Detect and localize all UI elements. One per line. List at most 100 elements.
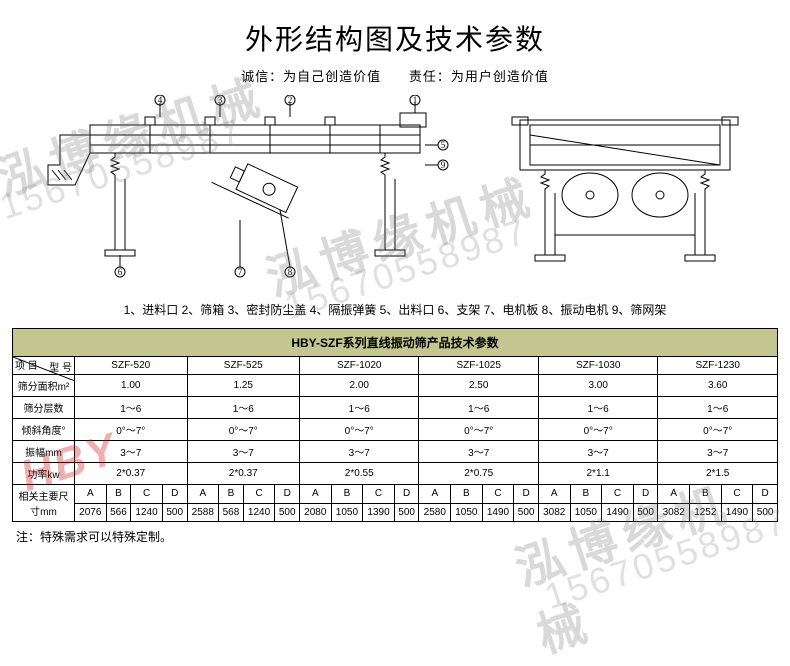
dim-subcol: B [451, 485, 483, 504]
callout-num: 3 [218, 95, 223, 105]
spec-cell: 1～6 [538, 397, 657, 419]
dim-cell: 1050 [451, 503, 483, 522]
model-col: SZF-1025 [419, 357, 538, 375]
table-title: HBY-SZF系列直线振动筛产品技术参数 [13, 329, 778, 357]
row-label: 振幅mm [13, 441, 75, 463]
dim-cell: 500 [162, 503, 187, 522]
dim-subcol: B [570, 485, 602, 504]
dim-cell: 1050 [331, 503, 363, 522]
dim-cell: 1050 [570, 503, 602, 522]
footnote: 注：特殊需求可以特殊定制。 [16, 528, 790, 545]
dim-cell: 500 [633, 503, 658, 522]
dim-cell: 2588 [187, 503, 219, 522]
row-label: 倾斜角度° [13, 419, 75, 441]
dim-subcol: D [753, 485, 778, 504]
callout-num: 5 [441, 140, 446, 150]
dim-subcol: A [658, 485, 690, 504]
spec-cell: 2*0.37 [75, 463, 188, 485]
diagram-side-view: 4 3 2 1 5 9 6 7 8 [30, 95, 460, 285]
model-col: SZF-1020 [300, 357, 419, 375]
dim-subcol: B [219, 485, 244, 504]
spec-cell: 3～7 [187, 441, 300, 463]
dim-subcol: A [75, 485, 107, 504]
spec-cell: 2*1.1 [538, 463, 657, 485]
diagram-end-view [490, 95, 760, 285]
dim-cell: 2080 [300, 503, 332, 522]
dim-cell: 566 [106, 503, 131, 522]
spec-cell: 3.60 [658, 375, 778, 397]
spec-cell: 2.00 [300, 375, 419, 397]
dim-subcol: D [394, 485, 419, 504]
dim-subcol: C [131, 485, 163, 504]
spec-cell: 0°～7° [300, 419, 419, 441]
callout-num: 9 [441, 160, 446, 170]
spec-cell: 0°～7° [419, 419, 538, 441]
page-title: 外形结构图及技术参数 [0, 18, 790, 58]
subtitle-left: 诚信：为自己创造价值 [241, 69, 381, 84]
spec-cell: 0°～7° [75, 419, 188, 441]
dim-subcol: A [187, 485, 219, 504]
dim-cell: 500 [753, 503, 778, 522]
spec-table: HBY-SZF系列直线振动筛产品技术参数 项 目 型 号 SZF-520 SZF… [12, 328, 778, 522]
spec-cell: 2*0.75 [419, 463, 538, 485]
model-col: SZF-1030 [538, 357, 657, 375]
dim-subcol: A [300, 485, 332, 504]
dim-cell: 1490 [721, 503, 753, 522]
dim-cell: 1390 [363, 503, 395, 522]
dim-subcol: C [363, 485, 395, 504]
spec-cell: 1～6 [187, 397, 300, 419]
row-label: 筛分层数 [13, 397, 75, 419]
spec-cell: 3.00 [538, 375, 657, 397]
dim-cell: 1252 [690, 503, 722, 522]
callout-num: 4 [158, 95, 163, 105]
spec-cell: 3～7 [300, 441, 419, 463]
dim-cell: 500 [394, 503, 419, 522]
dim-subcol: D [633, 485, 658, 504]
dim-cell: 1240 [131, 503, 163, 522]
dim-cell: 1490 [482, 503, 514, 522]
spec-cell: 1.25 [187, 375, 300, 397]
dim-cell: 2076 [75, 503, 107, 522]
dim-subcol: C [602, 485, 634, 504]
diagram-area: 4 3 2 1 5 9 6 7 8 [0, 95, 790, 295]
dim-subcol: C [482, 485, 514, 504]
spec-cell: 3～7 [658, 441, 778, 463]
dim-subcol: A [419, 485, 451, 504]
spec-cell: 0°～7° [658, 419, 778, 441]
spec-cell: 1～6 [75, 397, 188, 419]
spec-cell: 0°～7° [538, 419, 657, 441]
dim-cell: 3082 [658, 503, 690, 522]
row-label: 功率kw [13, 463, 75, 485]
model-col: SZF-525 [187, 357, 300, 375]
dim-cell: 2580 [419, 503, 451, 522]
model-col: SZF-520 [75, 357, 188, 375]
spec-cell: 3～7 [75, 441, 188, 463]
dim-subcol: B [690, 485, 722, 504]
dim-subcol: B [331, 485, 363, 504]
dim-subcol: B [106, 485, 131, 504]
callout-num: 6 [118, 267, 123, 277]
model-col: SZF-1230 [658, 357, 778, 375]
spec-cell: 3～7 [419, 441, 538, 463]
spec-cell: 2*0.55 [300, 463, 419, 485]
spec-cell: 3～7 [538, 441, 657, 463]
spec-cell: 0°～7° [187, 419, 300, 441]
dim-cell: 500 [275, 503, 300, 522]
spec-cell: 1～6 [300, 397, 419, 419]
spec-cell: 1～6 [658, 397, 778, 419]
callout-num: 7 [238, 267, 243, 277]
dim-label: 相关主要尺寸mm [13, 485, 75, 522]
dim-subcol: C [243, 485, 275, 504]
spec-cell: 1.00 [75, 375, 188, 397]
dim-cell: 568 [219, 503, 244, 522]
dim-cell: 500 [514, 503, 539, 522]
callout-num: 2 [288, 95, 293, 105]
dim-subcol: C [721, 485, 753, 504]
spec-cell: 2*0.37 [187, 463, 300, 485]
dim-cell: 1490 [602, 503, 634, 522]
callout-num: 8 [288, 267, 293, 277]
dim-subcol: A [538, 485, 570, 504]
dim-cell: 3082 [538, 503, 570, 522]
subtitle-right: 责任：为用户创造价值 [409, 69, 549, 84]
callout-legend: 1、进料口 2、筛箱 3、密封防尘盖 4、隔振弹簧 5、出料口 6、支架 7、电… [0, 301, 790, 318]
